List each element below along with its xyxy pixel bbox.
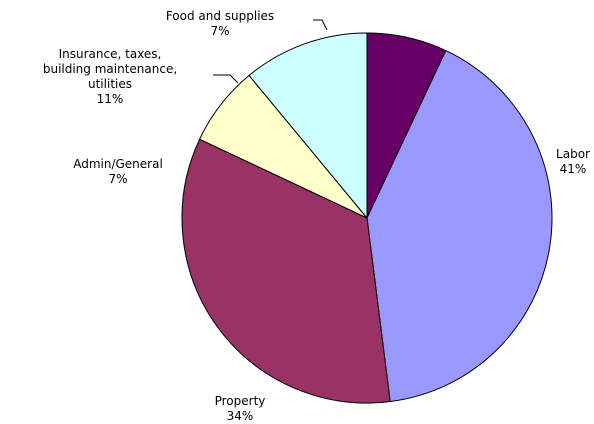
- slices-layer: [181, 32, 553, 404]
- pie-slice-labor: [366, 49, 553, 403]
- slice-name-property: Property: [215, 394, 266, 408]
- slice-name-insurance: building maintenance,: [43, 62, 177, 76]
- slice-name-insurance: utilities: [88, 77, 132, 91]
- slice-label-food: Food and supplies 7%: [166, 9, 274, 38]
- slice-percent-property: 34%: [227, 409, 254, 423]
- slice-name-food: Food and supplies: [166, 9, 274, 23]
- labels-layer: Food and supplies 7%Labor 41%Property 34%Ad…: [43, 9, 590, 423]
- pie-slice-property: [181, 138, 391, 404]
- slice-percent-labor: 41%: [560, 162, 587, 176]
- slice-label-insurance: Insurance, taxes, building maintenance, ut…: [43, 47, 177, 106]
- slice-percent-admin: 7%: [108, 172, 127, 186]
- slice-label-labor: Labor 41%: [556, 147, 590, 176]
- pie-slice-insurance: [248, 32, 368, 220]
- slice-name-insurance: Insurance, taxes,: [59, 47, 162, 61]
- slice-label-property: Property 34%: [215, 394, 266, 423]
- leader-line-food: [313, 19, 328, 31]
- slice-name-labor: Labor: [556, 147, 590, 161]
- slice-percent-food: 7%: [210, 24, 229, 38]
- slice-name-admin: Admin/General: [73, 157, 163, 171]
- leader-line-insurance: [213, 74, 239, 84]
- slice-label-admin: Admin/General 7%: [73, 157, 163, 186]
- slice-percent-insurance: 11%: [97, 92, 124, 106]
- leader-lines-layer: [213, 19, 328, 84]
